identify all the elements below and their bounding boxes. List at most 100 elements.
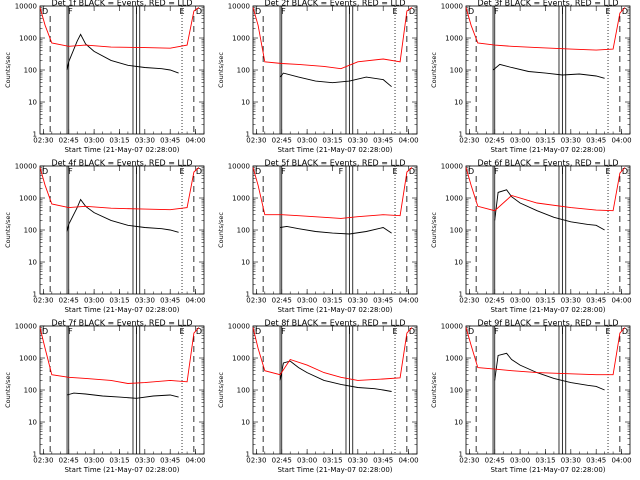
events-series-line (494, 189, 605, 231)
x-tick-label: 03:30 (135, 457, 155, 465)
y-axis-label: Counts/sec (4, 52, 12, 88)
event-marker-label: D (196, 327, 202, 336)
event-marker-label: D (42, 167, 48, 176)
y-tick-label: 10 (454, 99, 463, 107)
x-tick-label: 04:00 (611, 137, 631, 145)
x-tick-label: 03:00 (510, 457, 530, 465)
event-marker-label: E (392, 7, 397, 16)
lld-series-line (39, 327, 200, 384)
y-tick-label: 1000 (445, 195, 463, 203)
y-tick-label: 100 (237, 387, 250, 395)
x-tick-label: 02:45 (59, 137, 79, 145)
event-marker-label: I (561, 327, 563, 336)
x-tick-label: 03:00 (297, 297, 317, 305)
x-axis-label: Start Time (21-May-07 02:28:00) (64, 466, 179, 474)
event-marker-label: D (42, 327, 48, 336)
event-marker-label: F (494, 167, 499, 176)
plot-frame (39, 5, 205, 135)
x-tick-label: 04:00 (185, 137, 205, 145)
panel-title: Det 8f BLACK = Events, RED = LLD (264, 319, 405, 328)
x-tick-label: 02:30 (459, 137, 479, 145)
x-axis-label: Start Time (21-May-07 02:28:00) (277, 146, 392, 154)
lld-series-line (252, 327, 413, 381)
y-tick-label: 10000 (441, 163, 463, 171)
event-marker-label: D (409, 7, 415, 16)
event-marker-label: D (622, 167, 628, 176)
x-tick-label: 02:30 (246, 137, 266, 145)
x-tick-label: 04:00 (398, 297, 418, 305)
x-tick-label: 04:00 (398, 137, 418, 145)
plot-frame (252, 165, 418, 295)
detector-panel-9: Det 9f BLACK = Events, RED = LLD Counts/s… (430, 319, 632, 475)
y-tick-label: 100 (450, 227, 463, 235)
x-tick-label: 03:15 (109, 457, 129, 465)
event-marker-label: I (561, 7, 563, 16)
y-tick-label: 1000 (232, 355, 250, 363)
x-tick-label: 03:00 (84, 297, 104, 305)
y-tick-label: 10 (454, 419, 463, 427)
x-tick-label: 03:00 (84, 137, 104, 145)
event-marker-label: D (42, 7, 48, 16)
event-marker-label: E (392, 167, 397, 176)
panel-title: Det 7f BLACK = Events, RED = LLD (51, 319, 192, 328)
panel-title: Det 2f BLACK = Events, RED = LLD (264, 0, 405, 8)
y-tick-label: 1 (459, 131, 463, 139)
x-tick-label: 03:30 (135, 297, 155, 305)
y-axis-label: Counts/sec (430, 372, 438, 408)
y-tick-label: 1000 (445, 355, 463, 363)
event-marker-label: D (409, 327, 415, 336)
y-axis-label: Counts/sec (430, 212, 438, 248)
y-tick-label: 100 (450, 387, 463, 395)
panel-title: Det 4f BLACK = Events, RED = LLD (51, 159, 192, 168)
y-tick-label: 10 (241, 99, 250, 107)
x-tick-label: 02:45 (59, 297, 79, 305)
y-tick-label: 1 (246, 131, 250, 139)
y-tick-label: 10 (28, 419, 37, 427)
detector-panel-1: Det 1f BLACK = Events, RED = LLD Counts/s… (4, 0, 206, 154)
x-tick-label: 03:45 (586, 297, 606, 305)
x-tick-label: 02:30 (33, 297, 53, 305)
detector-panel-8: Det 8f BLACK = Events, RED = LLD Counts/s… (217, 319, 419, 475)
x-tick-label: 03:00 (297, 457, 317, 465)
event-marker-label: I (561, 167, 563, 176)
y-tick-label: 1 (246, 451, 250, 459)
x-tick-label: 03:30 (348, 137, 368, 145)
events-series-line (66, 33, 179, 74)
events-series-line (494, 352, 605, 391)
y-tick-label: 10000 (441, 323, 463, 331)
event-marker-label: I (348, 327, 350, 336)
x-tick-label: 03:15 (322, 137, 342, 145)
event-marker-label: D (255, 327, 261, 336)
x-tick-label: 02:45 (485, 297, 505, 305)
event-marker-label: F (339, 167, 344, 176)
events-series-line (279, 72, 392, 88)
x-tick-label: 02:30 (459, 297, 479, 305)
x-tick-label: 03:00 (510, 297, 530, 305)
x-tick-label: 02:45 (485, 457, 505, 465)
event-marker-label: F (68, 167, 73, 176)
event-marker-label: E (605, 7, 610, 16)
y-tick-label: 1 (459, 451, 463, 459)
event-marker-label: I (348, 7, 350, 16)
y-tick-label: 10000 (15, 163, 37, 171)
y-tick-label: 100 (450, 67, 463, 75)
x-tick-label: 03:45 (160, 457, 180, 465)
x-tick-label: 03:45 (160, 137, 180, 145)
y-tick-label: 10000 (441, 3, 463, 11)
y-tick-label: 100 (237, 67, 250, 75)
plot-frame (465, 5, 631, 135)
x-tick-label: 03:30 (348, 297, 368, 305)
x-axis-label: Start Time (21-May-07 02:28:00) (64, 146, 179, 154)
event-marker-label: F (68, 327, 73, 336)
x-tick-label: 03:15 (109, 137, 129, 145)
y-axis-label: Counts/sec (217, 372, 225, 408)
y-tick-label: 10000 (228, 163, 250, 171)
x-tick-label: 03:00 (297, 137, 317, 145)
x-tick-label: 02:30 (246, 457, 266, 465)
y-tick-label: 1 (33, 291, 37, 299)
y-tick-label: 10 (241, 259, 250, 267)
panel-title: Det 5f BLACK = Events, RED = LLD (264, 159, 405, 168)
x-tick-label: 02:30 (459, 457, 479, 465)
detector-panel-4: Det 4f BLACK = Events, RED = LLD Counts/s… (4, 159, 206, 315)
